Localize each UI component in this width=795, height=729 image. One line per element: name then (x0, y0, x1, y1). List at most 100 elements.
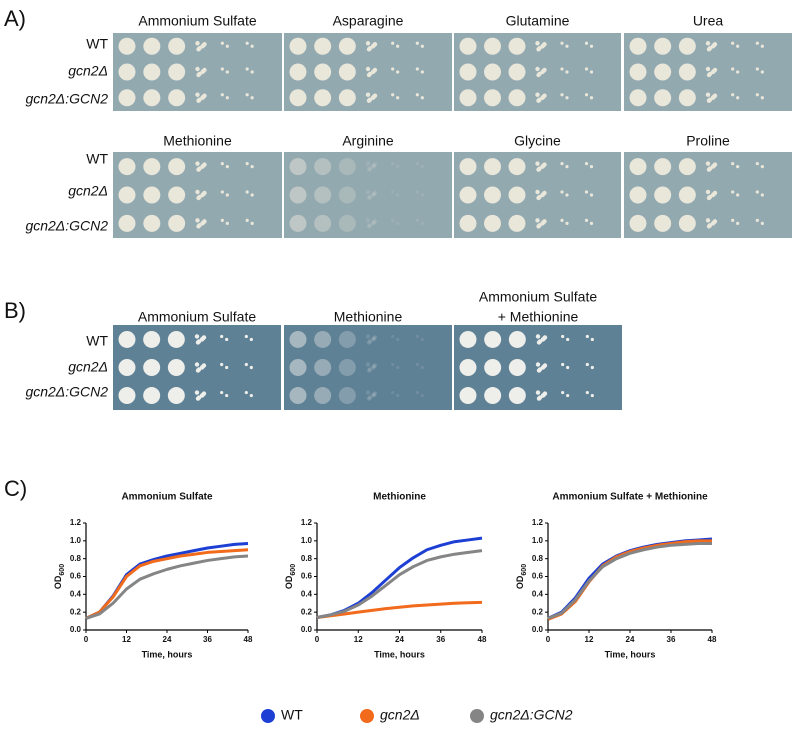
text: gcn2Δ (68, 63, 108, 79)
legend-marker (261, 709, 275, 723)
colony (542, 190, 547, 196)
text: 0.2 (301, 607, 313, 616)
colony (195, 218, 200, 223)
colony-spot (484, 89, 501, 107)
colony-spot (167, 359, 185, 376)
colony (535, 390, 541, 395)
colony (220, 334, 224, 339)
text: 12 (122, 635, 131, 644)
colony-spot (484, 359, 502, 376)
text: Ammonium Sulfate (479, 289, 597, 305)
colony (391, 190, 395, 194)
text: WT (86, 333, 108, 349)
colony (372, 391, 378, 396)
colony (197, 46, 202, 51)
colony (415, 334, 419, 339)
text: gcn2Δ:GCN2 (25, 384, 108, 400)
colony (420, 337, 424, 342)
colony (542, 67, 547, 73)
colony (220, 390, 224, 395)
colony (760, 70, 764, 74)
text: Asparagine (333, 13, 404, 29)
text: Arginine (342, 133, 394, 149)
colony (585, 362, 589, 367)
colony-spot (338, 330, 356, 348)
colony (367, 395, 373, 400)
colony-spot (629, 63, 647, 81)
colony (707, 71, 713, 77)
colony (589, 193, 594, 197)
y-axis-label: OD600 (53, 564, 65, 589)
colony (731, 41, 735, 45)
text: 0.2 (532, 607, 544, 616)
colony-spot (678, 37, 696, 55)
colony (542, 335, 548, 340)
y-label-text: OD (515, 575, 525, 589)
colony (561, 362, 565, 367)
colony (537, 97, 542, 102)
colony-spot (289, 63, 307, 81)
colony-spot (484, 186, 501, 204)
plate (454, 152, 621, 238)
colony-spot (338, 359, 356, 376)
colony (244, 390, 248, 395)
text: 0.6 (70, 572, 82, 581)
text: WT (86, 151, 108, 167)
colony-spot (289, 37, 307, 55)
colony (250, 44, 254, 48)
colony (420, 70, 424, 74)
colony (736, 193, 740, 197)
text: Methionine (334, 309, 403, 325)
colony (225, 96, 229, 100)
colony-spot (314, 158, 332, 176)
colony (535, 161, 540, 166)
colony (755, 93, 759, 97)
colony (220, 190, 224, 194)
colony (365, 189, 371, 195)
colony (760, 44, 764, 48)
colony (537, 194, 542, 200)
colony (420, 221, 424, 225)
colony (365, 218, 371, 223)
colony (371, 392, 377, 397)
colony (225, 365, 229, 370)
colony-spot (289, 359, 307, 376)
colony (755, 67, 759, 71)
colony (415, 162, 419, 166)
text: WT (281, 707, 303, 723)
colony-spot (629, 186, 647, 204)
colony (584, 41, 589, 45)
legend-marker (360, 709, 374, 723)
colony (250, 221, 254, 225)
colony (565, 221, 569, 225)
colony-spot (289, 214, 307, 232)
text: 0.8 (70, 554, 82, 563)
colony (707, 97, 713, 102)
colony (365, 41, 371, 46)
colony (391, 334, 395, 339)
plate (113, 33, 282, 111)
colony (396, 70, 400, 74)
series-line (316, 549, 483, 619)
colony (197, 166, 202, 171)
colony-spot (143, 89, 161, 107)
colony (736, 165, 740, 169)
colony (396, 221, 400, 225)
colony (249, 393, 253, 398)
colony (590, 393, 594, 398)
y-label-text: OD (284, 575, 294, 589)
colony (201, 335, 207, 340)
colony (584, 67, 589, 71)
colony (537, 223, 542, 228)
colony (245, 93, 249, 97)
colony (196, 339, 202, 344)
colony (396, 193, 400, 197)
colony (365, 66, 371, 72)
text: Ammonium Sulfate (138, 13, 256, 29)
colony-spot (314, 186, 332, 204)
text: 0 (315, 635, 320, 644)
colony-spot (143, 330, 161, 348)
text: 36 (203, 635, 212, 644)
colony-spot (143, 387, 161, 405)
colony (367, 194, 373, 200)
